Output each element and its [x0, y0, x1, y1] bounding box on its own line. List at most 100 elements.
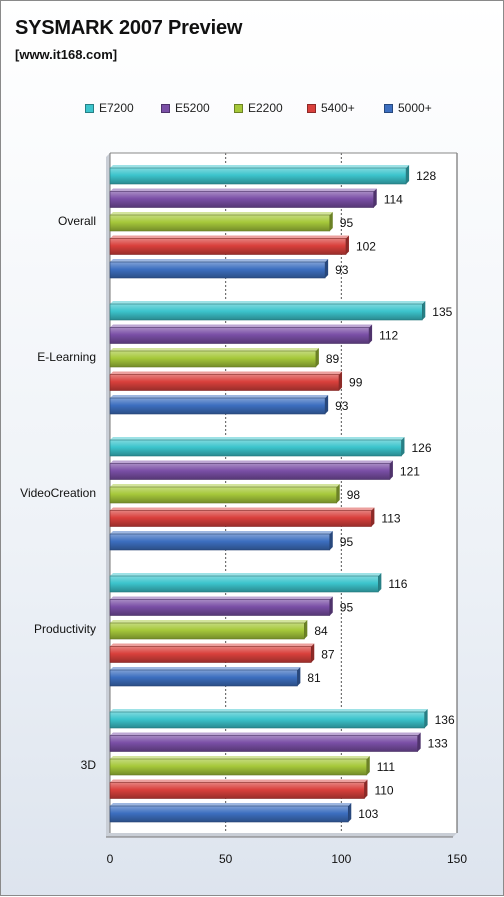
data-label: 114	[384, 193, 403, 207]
bar	[109, 397, 326, 415]
bar-top	[110, 460, 393, 464]
data-label: 99	[349, 376, 363, 390]
bar-end	[389, 460, 393, 480]
data-label: 89	[326, 352, 340, 366]
bar-top	[110, 667, 301, 670]
bar-end	[339, 371, 343, 391]
legend-label: 5000+	[398, 101, 432, 115]
data-label: 84	[314, 624, 328, 638]
bar-end	[371, 507, 375, 527]
x-tick-label: 0	[107, 852, 114, 866]
data-label: 128	[416, 169, 436, 183]
bar-end	[325, 395, 329, 414]
bar-end	[329, 212, 333, 231]
bar-end	[345, 235, 349, 255]
bar-top	[110, 732, 421, 736]
bar-top	[110, 779, 368, 783]
bar-end	[401, 437, 405, 456]
chart-subtitle: [www.it168.com]	[15, 47, 118, 62]
axis-floor	[106, 833, 457, 837]
chart-title: SYSMARK 2007 Preview	[15, 17, 243, 39]
bar-top	[110, 371, 343, 375]
category-label: Productivity	[34, 622, 96, 636]
bar-end	[424, 709, 428, 728]
x-tick-label: 50	[219, 852, 233, 866]
bar-end	[325, 259, 329, 278]
bar-end	[315, 348, 319, 367]
bar	[109, 439, 402, 457]
bar	[109, 486, 338, 504]
legend-item: E2200	[234, 101, 283, 115]
bar	[109, 463, 391, 480]
bar-top	[110, 531, 333, 534]
bar	[109, 758, 368, 776]
data-label: 95	[340, 216, 354, 230]
bar-top	[110, 803, 352, 806]
category-label: VideoCreation	[20, 486, 96, 500]
bar	[109, 533, 331, 551]
bar-top	[110, 596, 333, 600]
data-label: 87	[321, 648, 335, 662]
data-label: 116	[388, 577, 407, 591]
bar	[109, 327, 370, 344]
bar	[109, 669, 298, 687]
data-label: 102	[356, 240, 376, 254]
category-label: 3D	[81, 758, 97, 772]
bar-end	[311, 643, 315, 663]
bar-top	[110, 507, 375, 511]
bar-end	[369, 324, 373, 344]
bar-top	[110, 709, 428, 712]
bar-end	[348, 803, 352, 822]
legend-swatch	[234, 103, 243, 113]
legend-label: E5200	[175, 101, 210, 115]
bar-end	[329, 596, 333, 616]
bar-top	[110, 188, 377, 192]
data-label: 113	[381, 512, 400, 526]
bar-end	[297, 667, 301, 686]
bar	[109, 261, 326, 279]
data-label: 93	[335, 399, 349, 413]
data-label: 93	[335, 263, 349, 277]
bar	[109, 303, 423, 321]
legend-swatch	[85, 103, 94, 113]
bar-end	[336, 484, 340, 503]
bar	[109, 711, 425, 729]
bar	[109, 214, 331, 232]
bar-top	[110, 324, 373, 328]
category-label: E-Learning	[37, 350, 96, 364]
bar	[109, 191, 375, 208]
bar-top	[110, 259, 329, 262]
bar-top	[110, 620, 308, 623]
data-label: 95	[340, 535, 354, 549]
category-label: Overall	[58, 214, 96, 228]
bar-end	[329, 531, 333, 550]
chart-legend: E7200 E5200 E2200 5400+ 5000+	[1, 101, 504, 119]
data-label: 135	[432, 305, 452, 319]
legend-label: E2200	[248, 101, 283, 115]
data-label: 95	[340, 601, 354, 615]
bar	[109, 622, 305, 640]
legend-item: 5000+	[384, 101, 432, 115]
data-label: 110	[374, 784, 393, 798]
bar	[109, 646, 312, 663]
legend-item: 5400+	[307, 101, 355, 115]
legend-label: E7200	[99, 101, 134, 115]
x-tick-label: 150	[447, 852, 467, 866]
data-label: 111	[377, 760, 396, 774]
legend-swatch	[384, 103, 393, 113]
bar-top	[110, 643, 315, 647]
legend-item: E7200	[85, 101, 134, 115]
axis-wall	[106, 153, 110, 837]
bar	[109, 167, 407, 185]
bar	[109, 599, 331, 616]
bar-top	[110, 437, 405, 440]
bar-end	[422, 301, 426, 320]
data-label: 136	[435, 713, 455, 727]
bar-top	[110, 235, 349, 239]
bar-end	[304, 620, 308, 639]
bar-end	[373, 188, 377, 208]
data-label: 126	[411, 441, 431, 455]
bar-top	[110, 348, 319, 351]
